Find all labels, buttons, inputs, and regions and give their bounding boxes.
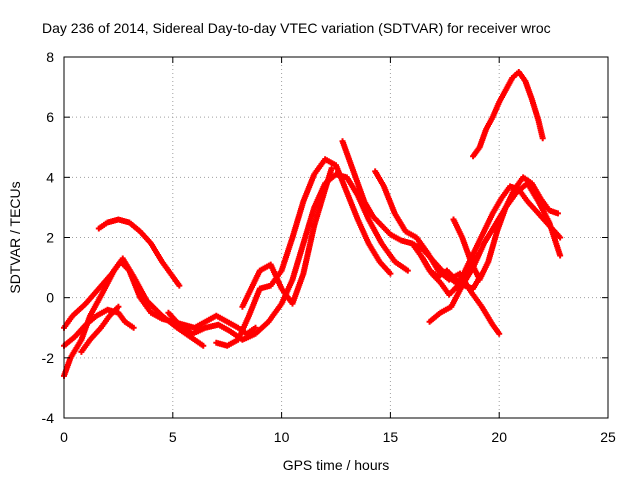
y-tick-label: -2 [42,350,55,366]
data-point-marker [478,270,485,277]
data-point-marker [496,330,503,337]
x-tick-label: 15 [383,429,399,445]
data-point-marker [130,324,137,331]
x-tick-label: 10 [274,429,290,445]
y-tick-label: -4 [42,410,55,426]
y-tick-label: 8 [46,49,54,65]
data-point-marker [557,252,564,259]
series-sat-c [95,216,183,289]
series-sat-o [409,240,485,292]
data-point-marker [176,282,183,289]
chart-title: Day 236 of 2014, Sidereal Day-to-day VTE… [42,20,551,36]
x-tick-label: 5 [169,429,177,445]
x-tick-label: 25 [600,429,616,445]
x-tick-label: 20 [491,429,507,445]
series-sat-n [470,69,546,160]
series-sat-e [78,303,122,355]
x-axis-label: GPS time / hours [283,457,390,473]
axis-layer: 0 5 10 15 20 25 -4 -2 0 2 4 6 8 [42,49,616,445]
series-sat-i [339,138,481,286]
x-tick-label: 0 [60,429,68,445]
series-sat-h [239,165,335,310]
data-point-marker [115,303,122,310]
y-tick-label: 4 [46,169,54,185]
data-point-marker [200,342,207,349]
y-tick-label: 0 [46,290,54,306]
plot-frame [63,56,609,419]
series-sat-b [61,255,207,379]
y-tick-label: 2 [46,230,54,246]
data-point-marker [252,324,259,331]
data-point-marker [554,210,561,217]
data-point-marker [557,234,564,241]
data-point-marker [404,267,411,274]
series-sat-g [213,156,394,349]
data-point-marker [387,270,394,277]
grid-layer [64,57,608,418]
series-sat-d [61,306,137,349]
data-point-marker [328,165,335,172]
y-axis-label: SDTVAR / TECUs [7,181,23,293]
y-tick-label: 6 [46,109,54,125]
data-point-marker [539,135,546,142]
series-layer [61,69,564,379]
